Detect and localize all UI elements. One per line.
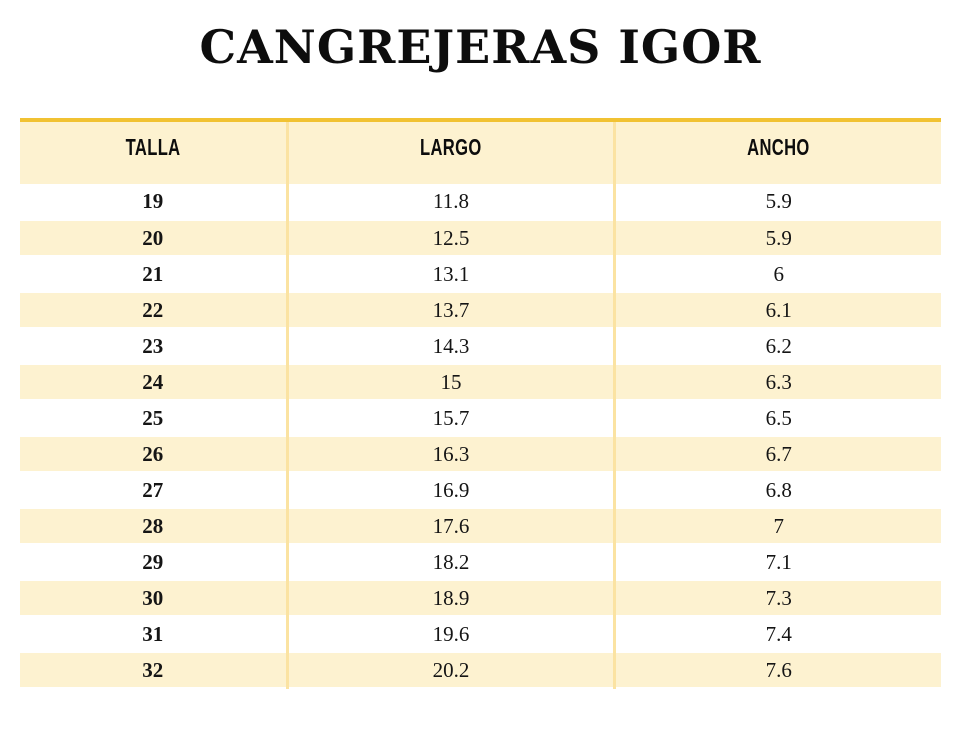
column-header-ancho-label: ANCHO xyxy=(747,134,810,160)
table-row: 30 18.9 7.3 xyxy=(20,580,941,617)
talla-cell: 24 xyxy=(20,364,288,401)
table-row: 28 17.6 7 xyxy=(20,508,941,545)
ancho-cell: 6 xyxy=(613,256,941,293)
talla-cell: 22 xyxy=(20,292,288,329)
table-row: 26 16.3 6.7 xyxy=(20,436,941,473)
size-table-body: 19 11.8 5.9 20 12.5 5.9 21 13.1 6 22 13.7 6.1 23 14.3… xyxy=(20,184,941,689)
ancho-cell: 6.7 xyxy=(613,436,941,473)
largo-cell: 18.2 xyxy=(285,544,615,581)
ancho-cell: 6.1 xyxy=(613,292,941,329)
largo-cell: 14.3 xyxy=(285,328,615,365)
talla-cell: 27 xyxy=(20,472,288,509)
table-row: 31 19.6 7.4 xyxy=(20,616,941,653)
largo-cell: 15.7 xyxy=(285,400,615,437)
ancho-cell: 7.6 xyxy=(613,652,941,689)
ancho-cell: 5.9 xyxy=(613,184,941,221)
talla-cell: 29 xyxy=(20,544,288,581)
table-row: 25 15.7 6.5 xyxy=(20,400,941,437)
talla-cell: 30 xyxy=(20,580,288,617)
ancho-cell: 7.1 xyxy=(613,544,941,581)
column-header-ancho: ANCHO xyxy=(613,120,941,184)
largo-cell: 16.9 xyxy=(285,472,615,509)
largo-cell: 16.3 xyxy=(285,436,615,473)
ancho-cell: 6.5 xyxy=(613,400,941,437)
size-table-header: TALLA LARGO ANCHO xyxy=(20,120,941,184)
column-header-largo-label: LARGO xyxy=(420,134,482,160)
largo-cell: 15 xyxy=(285,364,615,401)
table-row: 27 16.9 6.8 xyxy=(20,472,941,509)
table-row: 19 11.8 5.9 xyxy=(20,184,941,221)
largo-cell: 18.9 xyxy=(285,580,615,617)
table-row: 22 13.7 6.1 xyxy=(20,292,941,329)
talla-cell: 21 xyxy=(20,256,288,293)
talla-cell: 20 xyxy=(20,220,288,257)
table-row: 23 14.3 6.2 xyxy=(20,328,941,365)
ancho-cell: 6.2 xyxy=(613,328,941,365)
size-table: TALLA LARGO ANCHO 19 11.8 5.9 20 12.5 5.9 21 13… xyxy=(20,118,941,689)
talla-cell: 23 xyxy=(20,328,288,365)
header-row: TALLA LARGO ANCHO xyxy=(20,120,941,184)
largo-cell: 19.6 xyxy=(285,616,615,653)
largo-cell: 12.5 xyxy=(285,220,615,257)
table-row: 29 18.2 7.1 xyxy=(20,544,941,581)
largo-cell: 13.1 xyxy=(285,256,615,293)
talla-cell: 25 xyxy=(20,400,288,437)
talla-cell: 19 xyxy=(20,184,288,221)
ancho-cell: 6.3 xyxy=(613,364,941,401)
table-row: 21 13.1 6 xyxy=(20,256,941,293)
page-title: CANGREJERAS IGOR xyxy=(199,20,762,74)
talla-cell: 28 xyxy=(20,508,288,545)
largo-cell: 11.8 xyxy=(285,184,615,221)
talla-cell: 26 xyxy=(20,436,288,473)
largo-cell: 13.7 xyxy=(285,292,615,329)
ancho-cell: 7.4 xyxy=(613,616,941,653)
talla-cell: 32 xyxy=(20,652,288,689)
ancho-cell: 6.8 xyxy=(613,472,941,509)
table-row: 24 15 6.3 xyxy=(20,364,941,401)
ancho-cell: 7.3 xyxy=(613,580,941,617)
table-row: 20 12.5 5.9 xyxy=(20,220,941,257)
largo-cell: 17.6 xyxy=(285,508,615,545)
column-header-largo: LARGO xyxy=(285,120,615,184)
table-row: 32 20.2 7.6 xyxy=(20,652,941,689)
ancho-cell: 7 xyxy=(613,508,941,545)
largo-cell: 20.2 xyxy=(285,652,615,689)
talla-cell: 31 xyxy=(20,616,288,653)
column-header-talla: TALLA xyxy=(20,120,288,184)
ancho-cell: 5.9 xyxy=(613,220,941,257)
column-header-talla-label: TALLA xyxy=(125,134,181,160)
